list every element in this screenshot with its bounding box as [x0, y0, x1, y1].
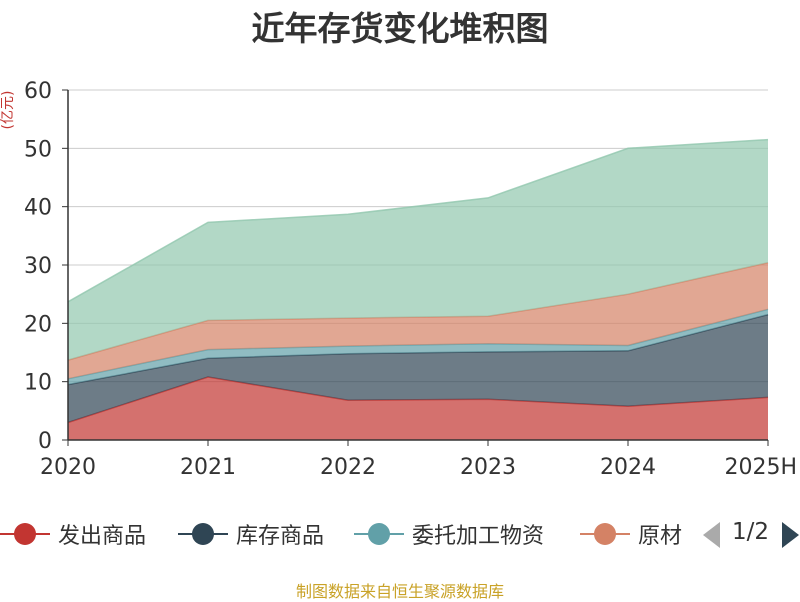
axes [62, 89, 769, 446]
prev-page-icon[interactable] [703, 522, 720, 548]
legend-label: 库存商品 [236, 524, 325, 549]
legend-item-0[interactable]: 发出商品 [0, 514, 146, 554]
series-areas [67, 138, 769, 440]
tick-labels: 0 10 20 30 40 50 60 2020 2021 2022 2023 2024 2025H [24, 79, 797, 480]
legend-marker-icon [580, 514, 630, 554]
y-tick-label: 50 [24, 137, 52, 162]
legend-label: 发出商品 [58, 524, 147, 549]
y-tick-label: 20 [24, 312, 52, 337]
next-page-icon[interactable] [782, 522, 799, 548]
legend-label: 原材 [638, 524, 683, 549]
legend-pager: 1/2 [700, 514, 800, 554]
series-area-1 [68, 314, 768, 423]
series-line-4 [67, 138, 769, 303]
legend-marker-icon [354, 514, 404, 554]
legend-page-indicator: 1/2 [732, 519, 770, 545]
x-tick-label: 2020 [40, 455, 96, 480]
legend-marker-icon [0, 514, 50, 554]
y-tick-label: 40 [24, 196, 52, 221]
chart-title: 近年存货变化堆积图 [251, 9, 549, 48]
legend: 发出商品 库存商品 委托加工物资 原材 [0, 514, 800, 554]
y-tick-label: 10 [24, 371, 52, 396]
y-tick-label: 60 [24, 79, 52, 104]
x-tick-label: 2023 [460, 455, 516, 480]
legend-item-2[interactable]: 委托加工物资 [354, 514, 544, 554]
legend-label: 委托加工物资 [412, 524, 545, 549]
series-area-2 [68, 309, 768, 385]
x-tick-label: 2022 [320, 455, 376, 480]
legend-marker-icon [178, 514, 228, 554]
series-line-2 [67, 308, 769, 380]
legend-item-1[interactable]: 库存商品 [178, 514, 324, 554]
x-tick-label: 2021 [180, 455, 236, 480]
series-area-4 [68, 139, 768, 361]
x-tick-label: 2024 [600, 455, 656, 480]
source-note: 制图数据来自恒生聚源数据库 [295, 582, 504, 601]
x-tick-label: 2025H [724, 455, 797, 480]
legend-item-3[interactable]: 原材 [580, 514, 685, 554]
series-area-0 [68, 377, 768, 440]
y-tick-label: 30 [24, 254, 52, 279]
series-area-3 [68, 262, 768, 379]
y-tick-label: 0 [38, 429, 52, 454]
